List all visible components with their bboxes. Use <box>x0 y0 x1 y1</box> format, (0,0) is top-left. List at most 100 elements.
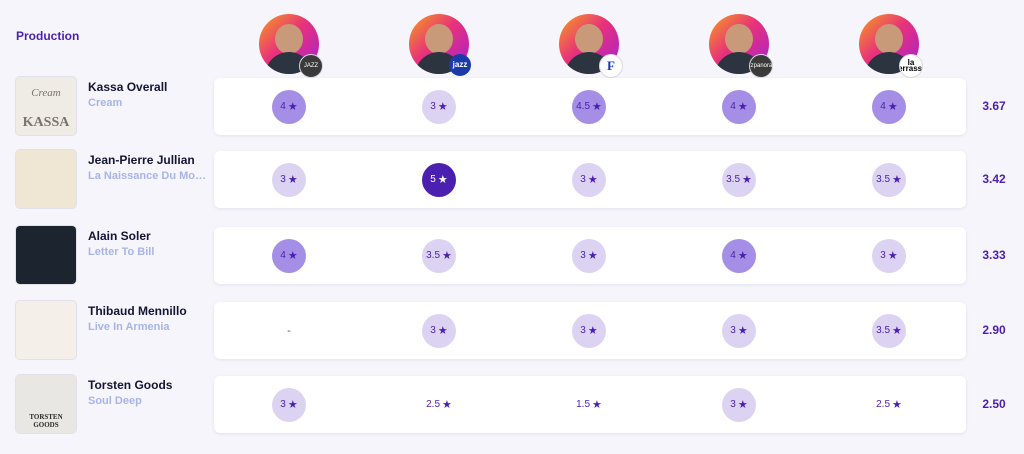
album-cover[interactable] <box>16 150 76 208</box>
rating-cell: 3.5 ★ <box>814 302 964 359</box>
critic-2-publication-logo: jazz <box>449 54 471 76</box>
rating-cell: 3 ★ <box>214 376 364 433</box>
critic-3-publication-logo: F <box>599 54 623 78</box>
rating-value: 3 <box>430 101 436 112</box>
rating-value: 2.5 <box>876 399 891 410</box>
rating-cell: 3 ★ <box>814 227 964 284</box>
rating-pill[interactable]: 4 ★ <box>872 89 906 124</box>
rating-pill[interactable]: 3 ★ <box>572 238 606 273</box>
rating-pill[interactable]: 4.5 ★ <box>572 89 606 124</box>
album-cover[interactable] <box>16 301 76 359</box>
critic-5-avatar[interactable]: la terrasse <box>859 14 929 82</box>
album-cover[interactable] <box>16 226 76 284</box>
average-score: 3.42 <box>982 172 1006 186</box>
album-row[interactable]: Alain Soler Letter To Bill 4 ★ 3.5 ★ 3 ★ 4 ★ 3 ★ 3.3… <box>0 226 1024 284</box>
section-title: Production <box>16 29 80 43</box>
artist-name[interactable]: Thibaud Mennillo <box>88 304 187 318</box>
rating-pill[interactable]: 5 ★ <box>422 162 456 197</box>
critic-4-avatar[interactable]: Jazzpanorama <box>709 14 779 82</box>
rating-pill[interactable]: 3 ★ <box>272 387 306 422</box>
rating-pill[interactable]: 3 ★ <box>572 313 606 348</box>
rating-cell: 3.5 ★ <box>814 151 964 208</box>
critic-3-avatar[interactable]: F <box>559 14 629 82</box>
album-row[interactable]: TORSTEN GOODS Torsten Goods Soul Deep 3 ★ 2.5… <box>0 375 1024 433</box>
star-icon: ★ <box>892 399 902 411</box>
rating-value: 3 <box>730 399 736 410</box>
rating-pill[interactable]: 2.5 ★ <box>872 388 906 422</box>
artist-name[interactable]: Kassa Overall <box>88 80 168 94</box>
rating-value: 3 <box>280 174 286 185</box>
rating-value: 4 <box>880 101 886 112</box>
album-title[interactable]: Letter To Bill <box>88 246 155 258</box>
star-icon: ★ <box>887 250 898 262</box>
rating-pill[interactable]: 3 ★ <box>872 238 906 273</box>
rating-value: 3 <box>580 325 586 336</box>
star-icon: ★ <box>887 101 898 113</box>
rating-pill[interactable]: 4 ★ <box>722 238 756 273</box>
rating-pill[interactable]: 3 ★ <box>422 89 456 124</box>
rating-pill[interactable]: 4 ★ <box>272 238 306 273</box>
album-cover[interactable]: TORSTEN GOODS <box>16 375 76 433</box>
rating-value: 3.5 <box>876 174 891 185</box>
rating-cell: 3.5 ★ <box>364 227 514 284</box>
rating-cell: 3 ★ <box>514 151 664 208</box>
rating-cell: 3 ★ <box>664 376 814 433</box>
rating-cell: 2.5 ★ <box>364 376 514 433</box>
star-icon: ★ <box>287 250 298 262</box>
critics-header: JAZZ jazz F Jazzpanorama la terrasse <box>214 14 966 82</box>
rating-pill[interactable]: 3.5 ★ <box>872 162 906 197</box>
rating-pill[interactable]: 3 ★ <box>422 313 456 348</box>
rating-pill[interactable]: 4 ★ <box>722 89 756 124</box>
rating-pill[interactable]: 3 ★ <box>272 162 306 197</box>
rating-pill[interactable]: 2.5 ★ <box>422 388 456 422</box>
rating-value: 4 <box>730 250 736 261</box>
rating-pill[interactable]: 3 ★ <box>572 162 606 197</box>
album-row[interactable]: KASSA Cream Kassa Overall Cream 4 ★ 3 ★ 4.5 ★ 4 ★ 4 ★… <box>0 77 1024 135</box>
album-row[interactable]: Jean-Pierre Jullian La Naissance Du Monde… <box>0 150 1024 208</box>
rating-value: 4 <box>730 101 736 112</box>
rating-cell: 3 ★ <box>664 302 814 359</box>
avatar <box>259 14 319 74</box>
rating-pill[interactable]: 3.5 ★ <box>722 162 756 197</box>
rating-pill[interactable]: 3 ★ <box>722 387 756 422</box>
critic-1-avatar[interactable]: JAZZ <box>259 14 329 82</box>
album-title[interactable]: Live In Armenia <box>88 321 170 333</box>
artist-name[interactable]: Alain Soler <box>88 229 151 243</box>
rating-value: 2.5 <box>426 399 441 410</box>
rating-pill[interactable]: 3.5 ★ <box>422 238 456 273</box>
no-rating: - <box>287 324 291 337</box>
average-score: 2.50 <box>982 397 1006 411</box>
album-title[interactable]: Cream <box>88 97 123 109</box>
album-row[interactable]: Thibaud Mennillo Live In Armenia -3 ★ 3 ★ 3 ★ 3.… <box>0 301 1024 359</box>
rating-value: 1.5 <box>576 399 591 410</box>
rating-value: 3 <box>430 325 436 336</box>
rating-value: 3 <box>730 325 736 336</box>
rating-pill[interactable]: 1.5 ★ <box>572 388 606 422</box>
ratings-card: 3 ★ 2.5 ★ 1.5 ★ 3 ★ 2.5 ★ <box>214 376 966 433</box>
rating-cell: 3 ★ <box>214 151 364 208</box>
star-icon: ★ <box>892 174 902 186</box>
artist-name[interactable]: Torsten Goods <box>88 378 173 392</box>
rating-pill[interactable]: 3 ★ <box>722 313 756 348</box>
critic-1-publication-logo: JAZZ <box>299 54 323 78</box>
rating-pill[interactable]: 4 ★ <box>272 89 306 124</box>
ratings-card: 4 ★ 3.5 ★ 3 ★ 4 ★ 3 ★ <box>214 227 966 284</box>
artist-name[interactable]: Jean-Pierre Jullian <box>88 153 195 167</box>
ratings-card: 3 ★ 5 ★ 3 ★ 3.5 ★ 3.5 ★ <box>214 151 966 208</box>
album-title[interactable]: La Naissance Du Monde <box>88 170 206 182</box>
cover-title: TORSTEN GOODS <box>29 413 63 429</box>
rating-value: 4.5 <box>576 101 591 112</box>
star-icon: ★ <box>737 325 748 337</box>
star-icon: ★ <box>587 325 598 337</box>
star-icon: ★ <box>437 325 448 337</box>
star-icon: ★ <box>737 399 748 411</box>
rating-value: 3 <box>880 250 886 261</box>
star-icon: ★ <box>587 250 598 262</box>
star-icon: ★ <box>587 174 598 186</box>
album-title[interactable]: Soul Deep <box>88 395 142 407</box>
star-icon: ★ <box>737 250 748 262</box>
critic-2-avatar[interactable]: jazz <box>409 14 479 82</box>
rating-pill[interactable]: 3.5 ★ <box>872 313 906 348</box>
album-cover[interactable]: KASSA Cream <box>16 77 76 135</box>
rating-value: 3.5 <box>876 325 891 336</box>
